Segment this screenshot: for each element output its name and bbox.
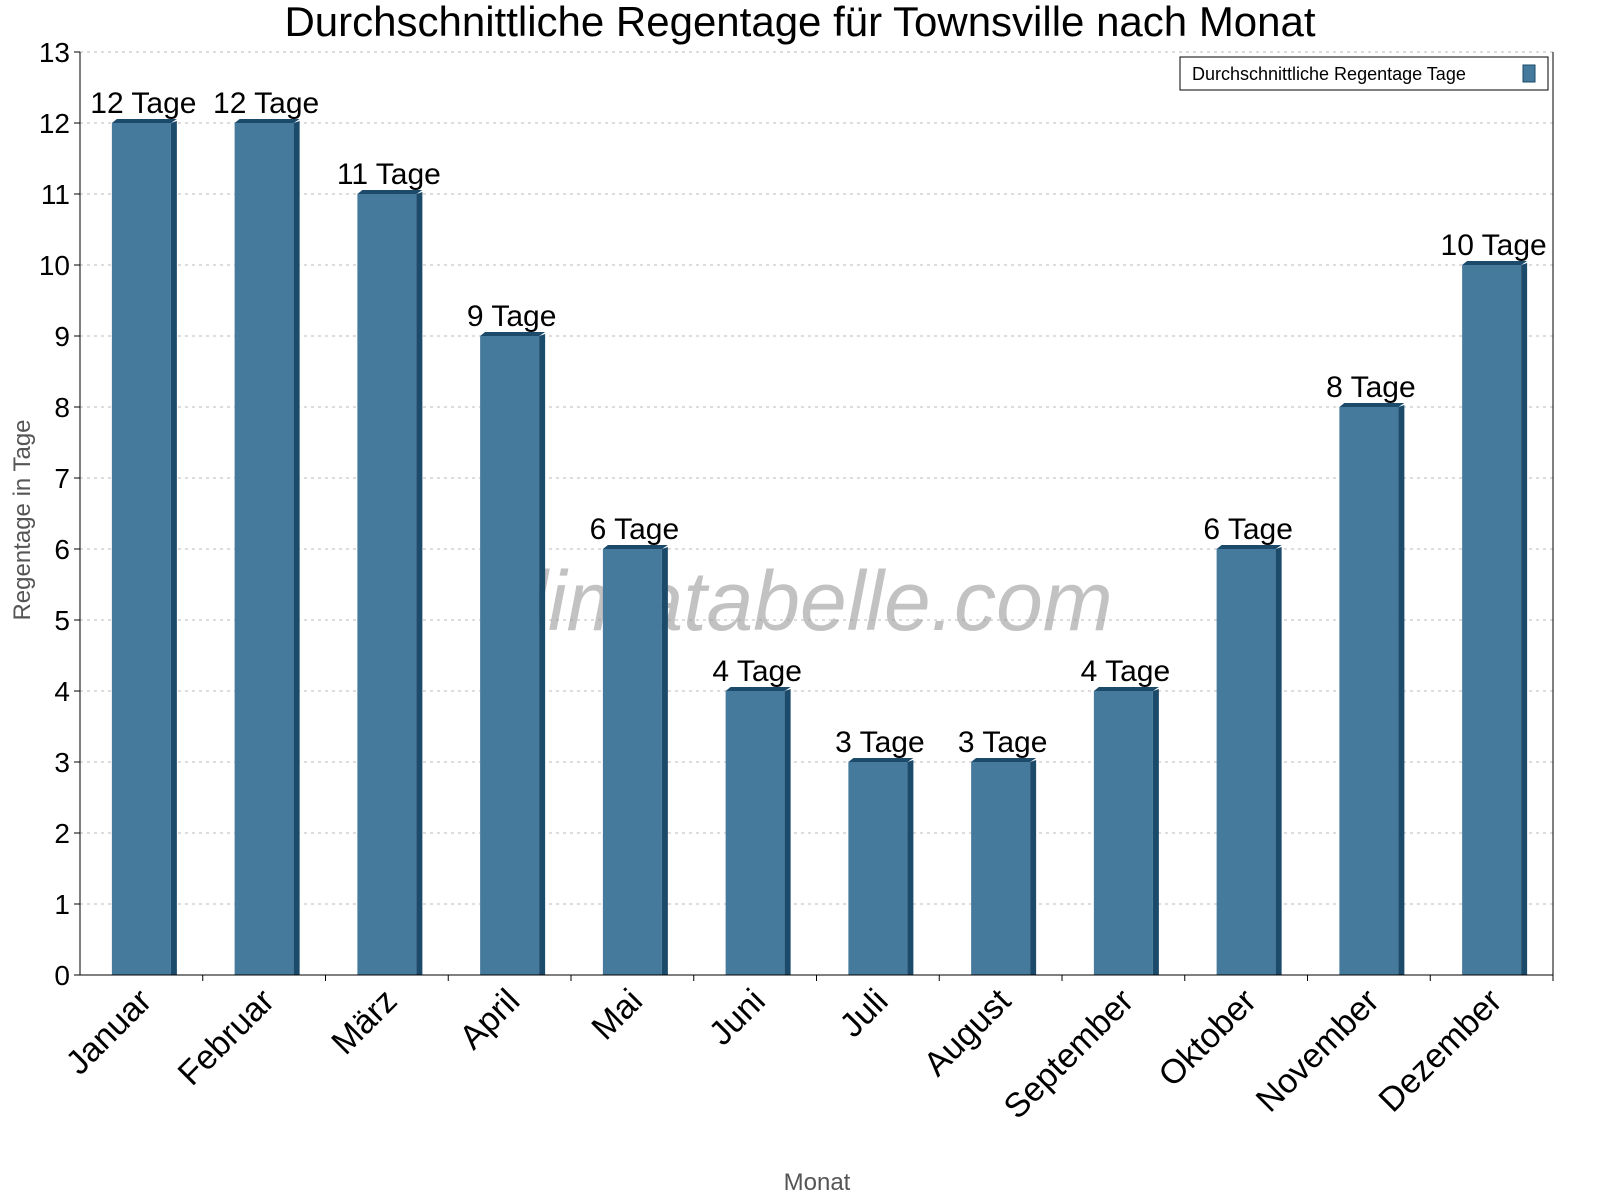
data-label: 12 Tage (90, 87, 196, 120)
data-label: 11 Tage (337, 158, 441, 191)
bar-top (848, 758, 914, 762)
gridlines (80, 51, 1553, 905)
x-tick-label: Mai (584, 982, 650, 1048)
bar (1462, 261, 1528, 975)
y-tick-label: 10 (39, 250, 70, 281)
bar-top (725, 687, 791, 691)
bar-side (539, 334, 546, 975)
x-tick-label: Januar (59, 982, 159, 1082)
bars: 12 Tage 12 Tage 11 Tage 9 Tage 6 Tage 4 Tage 3… (90, 87, 1547, 975)
bar (1216, 545, 1282, 975)
bar-front (480, 336, 540, 975)
bar (111, 119, 177, 975)
bar (848, 758, 914, 975)
bar-top (1339, 403, 1405, 407)
y-tick-label: 8 (54, 392, 70, 423)
bar-side (907, 760, 914, 975)
y-tick-label: 13 (39, 37, 70, 68)
x-tick-label: August (917, 981, 1019, 1083)
x-tick-label: Dezember (1372, 982, 1510, 1120)
bar-side (1398, 405, 1405, 975)
chart-title: Durchschnittliche Regentage für Townsvil… (284, 0, 1315, 45)
bar-top (1093, 687, 1159, 691)
bar-side (1275, 547, 1282, 975)
bar-top (234, 119, 300, 123)
data-label: 3 Tage (835, 726, 925, 759)
x-tick-label: Februar (171, 982, 282, 1093)
bar-side (661, 547, 668, 975)
x-tick-label: Juni (702, 982, 773, 1053)
y-axis-label: Regentage in Tage (9, 419, 36, 620)
data-label: 12 Tage (213, 87, 319, 120)
bar (971, 758, 1037, 975)
x-tick-label: März (324, 982, 404, 1062)
bar-top (1216, 545, 1282, 549)
bar (725, 687, 791, 975)
y-tick-label: 4 (54, 676, 70, 707)
bar (357, 190, 423, 975)
bar-top (971, 758, 1037, 762)
x-axis-label: Monat (784, 1169, 851, 1196)
data-label: 4 Tage (712, 655, 802, 688)
bar (480, 332, 546, 975)
bar-front (602, 549, 662, 975)
bar-front (1339, 407, 1399, 975)
x-tick-label: Juli (833, 982, 896, 1045)
bar-top (111, 119, 177, 123)
bar (602, 545, 668, 975)
data-label: 4 Tage (1081, 655, 1171, 688)
bar-front (725, 691, 785, 975)
bar (234, 119, 300, 975)
bar-front (971, 762, 1031, 975)
data-label: 10 Tage (1441, 229, 1547, 262)
y-tick-label: 3 (54, 747, 70, 778)
bar-front (357, 194, 417, 975)
y-tick-label: 2 (54, 818, 70, 849)
y-tick-label: 6 (54, 534, 70, 565)
legend: Durchschnittliche Regentage Tage (1179, 56, 1549, 91)
bar-side (170, 121, 177, 975)
data-label: 8 Tage (1326, 371, 1416, 404)
bar-front (1216, 549, 1276, 975)
bar-side (1152, 689, 1159, 975)
bar-side (1030, 760, 1037, 975)
legend-swatch (1522, 64, 1536, 83)
bar-side (416, 192, 423, 975)
data-label: 3 Tage (958, 726, 1048, 759)
y-tick-label: 11 (41, 179, 70, 210)
bar-side (293, 121, 300, 975)
watermark: klimatabelle.com (487, 554, 1113, 648)
y-tick-label: 0 (54, 960, 70, 991)
y-tick-label: 1 (54, 889, 70, 920)
x-tick-label: November (1249, 982, 1387, 1120)
x-tick-label: September (997, 982, 1141, 1126)
data-label: 6 Tage (1203, 513, 1293, 546)
legend-label: Durchschnittliche Regentage Tage (1192, 64, 1466, 84)
data-label: 6 Tage (590, 513, 680, 546)
bar-front (848, 762, 908, 975)
bar-side (784, 689, 791, 975)
bar-top (357, 190, 423, 194)
bar (1339, 403, 1405, 975)
bar-front (111, 123, 171, 975)
bar (1093, 687, 1159, 975)
y-tick-label: 7 (54, 463, 70, 494)
x-tick-label: Oktober (1151, 982, 1263, 1094)
bar-front (1093, 691, 1153, 975)
bar-side (1521, 263, 1528, 975)
bar-front (1462, 265, 1522, 975)
y-tick-label: 12 (39, 108, 70, 139)
data-label: 9 Tage (467, 300, 557, 333)
bar-top (480, 332, 546, 336)
bar-top (602, 545, 668, 549)
bar-front (234, 123, 294, 975)
bar-top (1462, 261, 1528, 265)
y-tick-label: 9 (54, 321, 70, 352)
x-tick-label: April (452, 982, 527, 1057)
y-tick-label: 5 (54, 605, 70, 636)
